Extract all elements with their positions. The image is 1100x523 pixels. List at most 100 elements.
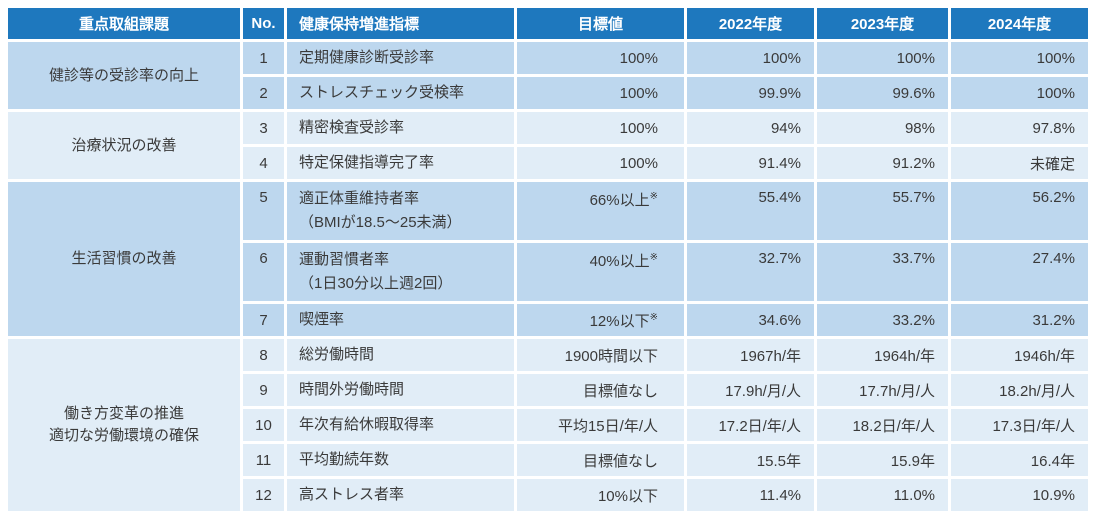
target-cell: 100% bbox=[517, 147, 684, 179]
indicator-cell: 適正体重維持者率 （BMIが18.5～25未満） bbox=[287, 182, 514, 240]
value-cell-2023: 55.7% bbox=[817, 182, 948, 240]
category-cell: 治療状況の改善 bbox=[8, 112, 240, 179]
indicator-label: （1日30分以上週2回） bbox=[299, 275, 453, 292]
value-cell-2023: 98% bbox=[817, 112, 948, 144]
indicator-label: 適正体重維持者率 bbox=[299, 190, 420, 207]
target-value: 目標値なし bbox=[582, 382, 658, 400]
column-header-2022: 2022年度 bbox=[687, 8, 814, 39]
value-cell-2022: 34.6% bbox=[687, 304, 814, 336]
row-number-cell: 12 bbox=[243, 479, 284, 511]
row-number-cell: 8 bbox=[243, 339, 284, 371]
indicator-cell: 時間外労働時間 bbox=[287, 374, 514, 406]
indicator-cell: ストレスチェック受検率 bbox=[287, 77, 514, 109]
value-cell-2024: 100% bbox=[951, 77, 1088, 109]
category-label: 適切な労働環境の確保 bbox=[48, 427, 199, 444]
value-cell-2023: 11.0% bbox=[817, 479, 948, 511]
row-number-cell: 5 bbox=[243, 182, 284, 240]
footnote-mark: ※ bbox=[649, 311, 658, 323]
row-number-cell: 7 bbox=[243, 304, 284, 336]
indicator-cell: 定期健康診断受診率 bbox=[287, 42, 514, 74]
indicator-label: 高ストレス者率 bbox=[299, 486, 405, 503]
value-cell-2022: 11.4% bbox=[687, 479, 814, 511]
column-header-indicator: 健康保持増進指標 bbox=[287, 8, 514, 39]
target-value: 100% bbox=[619, 119, 658, 137]
target-value: 目標値なし bbox=[582, 452, 658, 470]
target-cell: 12%以下※ bbox=[517, 304, 684, 336]
health-kpi-table: 重点取組課題 No. 健康保持増進指標 目標値 2022年度 2023年度 2024年度 健… bbox=[5, 5, 1091, 514]
footnote-mark: ※ bbox=[649, 191, 658, 202]
value-cell-2024: 16.4年 bbox=[951, 444, 1088, 476]
category-label: 生活習慣の改善 bbox=[71, 250, 177, 268]
value-cell-2023: 1964h/年 bbox=[817, 339, 948, 371]
table-row: 11 平均勤続年数 目標値なし 15.5年 15.9年 16.4年 bbox=[8, 444, 1088, 476]
target-value: 100% bbox=[619, 154, 658, 172]
indicator-label: 総労働時間 bbox=[299, 346, 375, 363]
row-number-cell: 11 bbox=[243, 444, 284, 476]
column-header-2024: 2024年度 bbox=[951, 8, 1088, 39]
indicator-label: 精密検査受診率 bbox=[299, 119, 405, 136]
value-cell-2023: 33.2% bbox=[817, 304, 948, 336]
column-header-no: No. bbox=[243, 8, 284, 39]
value-cell-2023: 18.2日/年/人 bbox=[817, 409, 948, 441]
value-cell-2024: 97.8% bbox=[951, 112, 1088, 144]
row-number-cell: 4 bbox=[243, 147, 284, 179]
table-row: 働き方変革の推進 適切な労働環境の確保 8 総労働時間 1900時間以下 1967h/年 1… bbox=[8, 339, 1088, 511]
category-cell: 働き方変革の推進 適切な労働環境の確保 bbox=[8, 339, 240, 511]
indicator-label: 運動習慣者率 bbox=[299, 251, 390, 268]
table-row: 4 特定保健指導完了率 100% 91.4% 91.2% 未確定 bbox=[8, 147, 1088, 179]
value-cell-2023: 91.2% bbox=[817, 147, 948, 179]
value-cell-2022: 94% bbox=[687, 112, 814, 144]
row-number-cell: 1 bbox=[243, 42, 284, 74]
target-cell: 平均15日/年/人 bbox=[517, 409, 684, 441]
value-cell-2023: 17.7h/月/人 bbox=[817, 374, 948, 406]
value-cell-2024: 100% bbox=[951, 42, 1088, 74]
target-cell: 目標値なし bbox=[517, 444, 684, 476]
value-cell-2024: 10.9% bbox=[951, 479, 1088, 511]
indicator-cell: 総労働時間 bbox=[287, 339, 514, 371]
indicator-cell: 運動習慣者率 （1日30分以上週2回） bbox=[287, 243, 514, 301]
indicator-label: 時間外労働時間 bbox=[299, 381, 405, 398]
table-row: 生活習慣の改善 5 適正体重維持者率 （BMIが18.5～25未満） 66%以上※ 55.… bbox=[8, 182, 1088, 336]
indicator-label: 年次有給休暇取得率 bbox=[299, 416, 435, 433]
value-cell-2024: 56.2% bbox=[951, 182, 1088, 240]
table-body: 健診等の受診率の向上 1 定期健康診断受診率 100% 100% 100% 100% 2 ストレ… bbox=[8, 42, 1088, 511]
target-value: 10%以下 bbox=[597, 487, 658, 505]
value-cell-2022: 99.9% bbox=[687, 77, 814, 109]
column-header-target: 目標値 bbox=[517, 8, 684, 39]
target-value: 平均15日/年/人 bbox=[557, 417, 658, 435]
indicator-label: ストレスチェック受検率 bbox=[299, 84, 465, 101]
value-cell-2022: 1967h/年 bbox=[687, 339, 814, 371]
table-row: 12 高ストレス者率 10%以下 11.4% 11.0% 10.9% bbox=[8, 479, 1088, 511]
indicator-cell: 平均勤続年数 bbox=[287, 444, 514, 476]
table-row: 10 年次有給休暇取得率 平均15日/年/人 17.2日/年/人 18.2日/年/人 17… bbox=[8, 409, 1088, 441]
target-cell: 目標値なし bbox=[517, 374, 684, 406]
header-row: 重点取組課題 No. 健康保持増進指標 目標値 2022年度 2023年度 2024年度 bbox=[8, 8, 1088, 39]
row-number-cell: 3 bbox=[243, 112, 284, 144]
row-number-cell: 9 bbox=[243, 374, 284, 406]
indicator-cell: 精密検査受診率 bbox=[287, 112, 514, 144]
value-cell-2024: 18.2h/月/人 bbox=[951, 374, 1088, 406]
category-label: 健診等の受診率の向上 bbox=[48, 66, 199, 84]
value-cell-2023: 15.9年 bbox=[817, 444, 948, 476]
row-number-cell: 2 bbox=[243, 77, 284, 109]
target-cell: 66%以上※ bbox=[517, 182, 684, 240]
target-cell: 100% bbox=[517, 42, 684, 74]
value-cell-2024: 1946h/年 bbox=[951, 339, 1088, 371]
category-cell: 生活習慣の改善 bbox=[8, 182, 240, 336]
target-cell: 10%以下 bbox=[517, 479, 684, 511]
category-label: 働き方変革の推進 bbox=[63, 405, 184, 423]
table-row: 治療状況の改善 3 精密検査受診率 100% 94% 98% 97.8% bbox=[8, 112, 1088, 179]
target-value: 40%以上 bbox=[589, 253, 650, 270]
value-cell-2022: 32.7% bbox=[687, 243, 814, 301]
column-header-2023: 2023年度 bbox=[817, 8, 948, 39]
value-cell-2022: 55.4% bbox=[687, 182, 814, 240]
table-row: 健診等の受診率の向上 1 定期健康診断受診率 100% 100% 100% 100% bbox=[8, 42, 1088, 109]
value-cell-2022: 17.2日/年/人 bbox=[687, 409, 814, 441]
row-number-cell: 10 bbox=[243, 409, 284, 441]
indicator-cell: 高ストレス者率 bbox=[287, 479, 514, 511]
value-cell-2024: 17.3日/年/人 bbox=[951, 409, 1088, 441]
value-cell-2023: 99.6% bbox=[817, 77, 948, 109]
indicator-label: 平均勤続年数 bbox=[299, 451, 390, 468]
indicator-label: 喫煙率 bbox=[299, 311, 345, 328]
